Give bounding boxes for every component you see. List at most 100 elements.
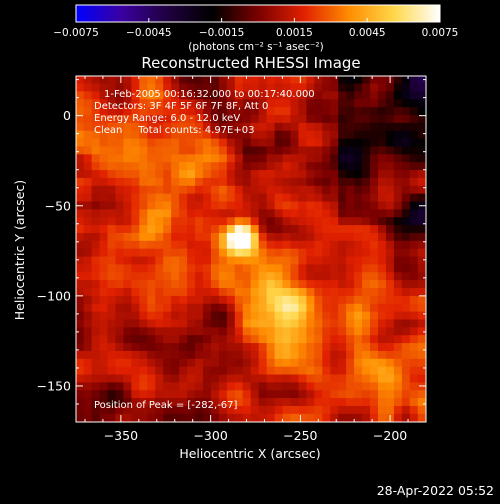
heatmap-cell	[322, 146, 331, 155]
heatmap-cell	[171, 115, 180, 124]
heatmap-cell	[218, 366, 228, 376]
heatmap-cell	[83, 209, 93, 218]
heatmap-cell	[338, 193, 347, 203]
heatmap-cell	[147, 335, 156, 344]
heatmap-cell	[115, 107, 125, 116]
heatmap-cell	[266, 209, 276, 218]
heatmap-cell	[218, 217, 228, 226]
heatmap-cell	[131, 366, 140, 376]
heatmap-cell	[147, 209, 156, 218]
heatmap-cell	[282, 225, 292, 234]
heatmap-cell	[274, 130, 284, 140]
heatmap-cell	[266, 327, 276, 336]
heatmap-cell	[218, 83, 228, 93]
heatmap-cell	[417, 162, 426, 171]
heatmap-cell	[377, 335, 387, 344]
heatmap-cell	[76, 405, 85, 415]
heatmap-cell	[266, 185, 276, 195]
heatmap-cell	[393, 170, 403, 179]
heatmap-cell	[83, 327, 93, 336]
heatmap-cell	[242, 366, 252, 376]
heatmap-cell	[362, 201, 371, 210]
heatmap-cell	[115, 217, 125, 226]
heatmap-cell	[76, 319, 85, 328]
heatmap-cell	[195, 177, 204, 187]
heatmap-cell	[187, 99, 196, 108]
heatmap-cell	[330, 366, 339, 376]
heatmap-cell	[139, 382, 148, 391]
heatmap-cell	[409, 405, 419, 415]
heatmap-cell	[393, 99, 403, 108]
heatmap-cell	[401, 217, 411, 226]
heatmap-cell	[306, 319, 315, 328]
heatmap-cell	[163, 107, 172, 116]
heatmap-cell	[282, 350, 292, 360]
heatmap-cell	[266, 83, 276, 93]
heatmap-cell	[385, 91, 395, 100]
heatmap-cell	[290, 350, 300, 360]
heatmap-cell	[330, 358, 339, 368]
heatmap-cell	[226, 201, 236, 210]
heatmap-cell	[370, 264, 379, 273]
heatmap-cell	[393, 272, 403, 281]
heatmap-cell	[115, 146, 125, 155]
heatmap-cell	[171, 209, 180, 218]
heatmap-cell	[91, 122, 101, 132]
heatmap-cell	[385, 154, 395, 163]
heatmap-cell	[155, 248, 164, 258]
heatmap-cell	[195, 311, 204, 321]
heatmap-cell	[298, 248, 307, 258]
heatmap-cell	[139, 185, 148, 195]
heatmap-cell	[139, 130, 148, 140]
heatmap-cell	[401, 343, 411, 352]
heatmap-cell	[290, 390, 300, 399]
heatmap-cell	[385, 374, 395, 383]
heatmap-cell	[91, 154, 101, 163]
heatmap-cell	[370, 405, 379, 415]
heatmap-cell	[147, 390, 156, 399]
heatmap-cell	[83, 115, 93, 124]
heatmap-cell	[210, 91, 220, 100]
heatmap-cell	[330, 240, 339, 250]
heatmap-cell	[226, 99, 236, 108]
heatmap-cell	[76, 398, 85, 407]
heatmap-cell	[385, 138, 395, 148]
heatmap-cell	[195, 374, 204, 383]
heatmap-cell	[179, 91, 188, 100]
heatmap-cell	[354, 107, 363, 116]
heatmap-cell	[322, 319, 331, 328]
heatmap-cell	[131, 390, 140, 399]
heatmap-cell	[282, 76, 292, 85]
heatmap-cell	[76, 335, 85, 344]
heatmap-cell	[417, 288, 426, 297]
heatmap-cell	[282, 343, 292, 352]
heatmap-cell	[322, 398, 331, 407]
heatmap-cell	[346, 232, 355, 242]
heatmap-cell	[290, 209, 300, 218]
heatmap-cell	[282, 193, 292, 203]
heatmap-cell	[298, 398, 307, 407]
heatmap-cell	[290, 382, 300, 391]
heatmap-cell	[155, 76, 164, 85]
heatmap-cell	[91, 177, 101, 187]
heatmap-cell	[338, 162, 347, 171]
heatmap-cell	[242, 107, 252, 116]
heatmap-cell	[250, 413, 260, 422]
heatmap-cell	[282, 398, 292, 407]
heatmap-cell	[155, 382, 164, 391]
heatmap-cell	[163, 209, 172, 218]
heatmap-cell	[187, 358, 196, 368]
heatmap-cell	[179, 350, 188, 360]
heatmap-cell	[147, 398, 156, 407]
heatmap-cell	[218, 311, 228, 321]
heatmap-cell	[226, 177, 236, 187]
heatmap-cell	[314, 295, 323, 305]
heatmap-cell	[234, 115, 244, 124]
heatmap-cell	[187, 248, 196, 258]
x-tick-label: −350	[104, 428, 138, 443]
heatmap-cell	[354, 138, 363, 148]
heatmap-cell	[401, 398, 411, 407]
heatmap-cell	[242, 225, 252, 234]
heatmap-cell	[163, 413, 172, 422]
heatmap-cell	[370, 170, 379, 179]
